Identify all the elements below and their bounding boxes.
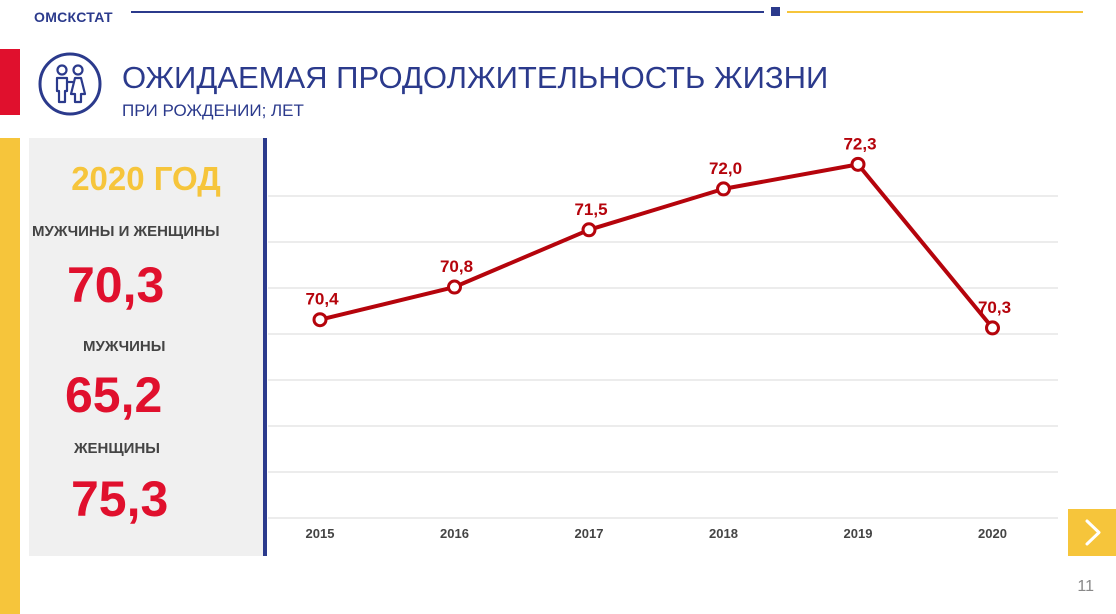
chart-data-labels: 70,4 70,8 71,5 72,0 72,3 70,3 — [305, 138, 1011, 317]
summary-panel: 2020 ГОД МУЖЧИНЫ И ЖЕНЩИНЫ 70,3 МУЖЧИНЫ … — [29, 138, 263, 556]
data-point — [447, 279, 462, 295]
summary-label-total: МУЖЧИНЫ И ЖЕНЩИНЫ — [32, 223, 220, 240]
data-point — [716, 181, 731, 197]
chevron-right-icon — [1085, 519, 1101, 546]
summary-year: 2020 ГОД — [71, 160, 221, 197]
summary-label-women: ЖЕНЩИНЫ — [74, 440, 160, 457]
data-label: 70,3 — [978, 298, 1011, 317]
brand-name: ОМСКСТАТ — [34, 9, 113, 25]
x-tick-label: 2017 — [575, 526, 604, 541]
life-expectancy-chart: 2015 2016 2017 2018 2019 2020 70,4 70,8 71,5 72,… — [268, 138, 1058, 541]
header-square — [771, 7, 780, 16]
data-label: 70,4 — [305, 290, 339, 309]
summary-value-total: 70,3 — [67, 257, 165, 313]
data-label: 70,8 — [440, 257, 473, 276]
header-line-blue — [131, 11, 764, 13]
summary-value-women: 75,3 — [71, 471, 169, 527]
data-point — [985, 320, 1000, 336]
data-label: 72,3 — [843, 138, 876, 153]
red-accent-bar — [0, 49, 20, 115]
x-tick-label: 2018 — [709, 526, 738, 541]
series-line — [319, 162, 995, 330]
family-icon — [38, 52, 102, 116]
x-axis-ticks: 2015 2016 2017 2018 2019 2020 — [306, 526, 1007, 541]
yellow-accent-bar — [0, 138, 20, 614]
data-point — [581, 222, 597, 238]
summary-value-men: 65,2 — [65, 367, 163, 423]
chart-series — [319, 162, 995, 330]
page-subtitle: ПРИ РОЖДЕНИИ; ЛЕТ — [122, 101, 304, 120]
x-tick-label: 2020 — [978, 526, 1007, 541]
data-label: 72,0 — [709, 159, 742, 178]
panel-divider — [263, 138, 267, 556]
page-title: ОЖИДАЕМАЯ ПРОДОЛЖИТЕЛЬНОСТЬ ЖИЗНИ — [122, 60, 829, 95]
data-point — [312, 312, 328, 328]
header-line-yellow — [787, 11, 1083, 13]
summary-label-men: МУЖЧИНЫ — [83, 338, 166, 355]
x-tick-label: 2019 — [844, 526, 873, 541]
chart-points — [312, 156, 1000, 336]
x-tick-label: 2016 — [440, 526, 469, 541]
next-slide-button[interactable] — [1068, 509, 1116, 556]
page-number: 11 — [1077, 578, 1094, 595]
data-label: 71,5 — [574, 200, 607, 219]
data-point — [850, 156, 866, 172]
chart-grid — [268, 195, 1058, 519]
x-tick-label: 2015 — [306, 526, 335, 541]
